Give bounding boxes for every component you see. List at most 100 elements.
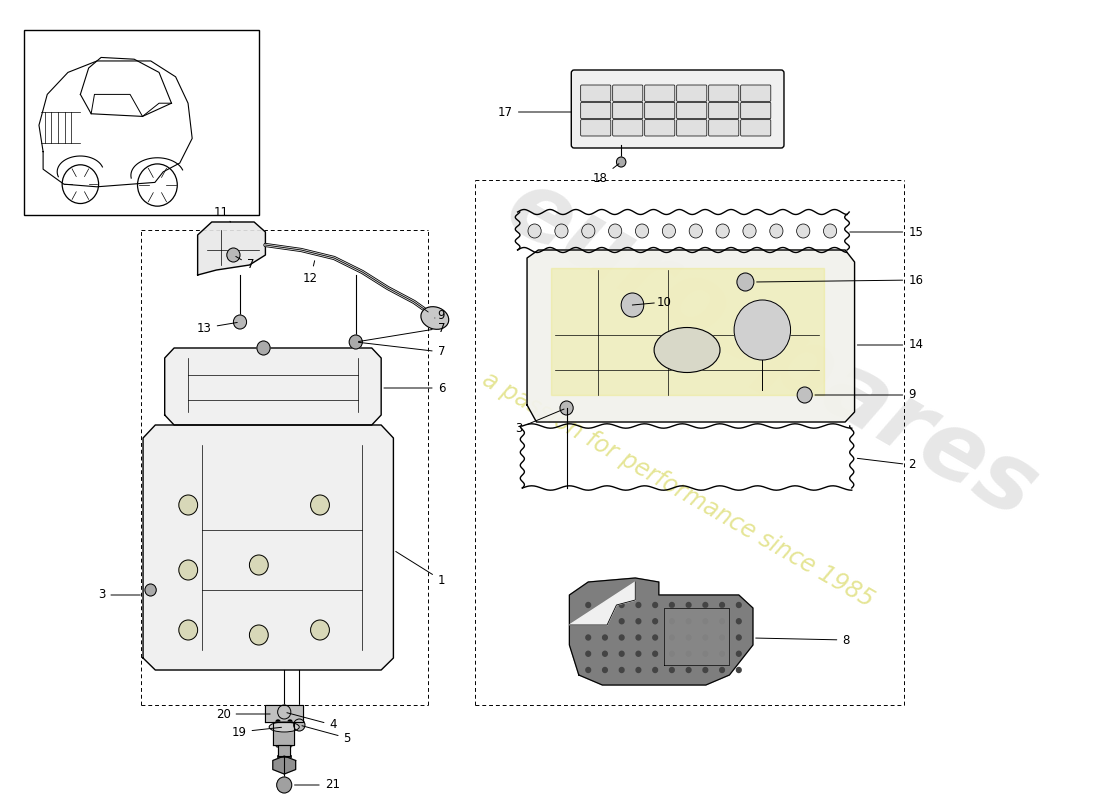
Circle shape <box>686 635 691 640</box>
Circle shape <box>145 584 156 596</box>
Circle shape <box>586 651 591 656</box>
Circle shape <box>277 705 290 719</box>
Circle shape <box>734 300 791 360</box>
FancyBboxPatch shape <box>740 120 771 136</box>
Text: 21: 21 <box>295 778 340 791</box>
Circle shape <box>250 625 268 645</box>
Circle shape <box>703 651 707 656</box>
FancyBboxPatch shape <box>645 102 674 118</box>
Text: 14: 14 <box>857 338 923 351</box>
Circle shape <box>554 224 568 238</box>
Circle shape <box>582 224 595 238</box>
Text: 20: 20 <box>216 707 271 721</box>
Polygon shape <box>570 578 752 685</box>
Circle shape <box>670 667 674 673</box>
Circle shape <box>636 618 641 624</box>
Circle shape <box>636 602 641 607</box>
Circle shape <box>686 651 691 656</box>
Polygon shape <box>198 222 265 275</box>
Circle shape <box>179 620 198 640</box>
FancyBboxPatch shape <box>645 120 674 136</box>
Ellipse shape <box>270 722 299 732</box>
Circle shape <box>636 667 641 673</box>
Polygon shape <box>273 756 296 774</box>
FancyBboxPatch shape <box>708 120 739 136</box>
Circle shape <box>716 224 729 238</box>
Circle shape <box>737 618 741 624</box>
Circle shape <box>737 651 741 656</box>
Polygon shape <box>277 745 290 756</box>
Text: a passion for performance since 1985: a passion for performance since 1985 <box>477 368 878 612</box>
FancyBboxPatch shape <box>740 102 771 118</box>
Circle shape <box>719 602 725 607</box>
Circle shape <box>233 315 246 329</box>
Ellipse shape <box>654 327 720 373</box>
Circle shape <box>670 635 674 640</box>
Circle shape <box>179 560 198 580</box>
Circle shape <box>586 667 591 673</box>
Text: 7: 7 <box>359 322 446 342</box>
Text: 19: 19 <box>232 726 282 738</box>
FancyBboxPatch shape <box>676 102 707 118</box>
Circle shape <box>662 224 675 238</box>
Circle shape <box>277 777 292 793</box>
Circle shape <box>703 618 707 624</box>
Circle shape <box>737 273 754 291</box>
Circle shape <box>616 157 626 167</box>
Text: 16: 16 <box>757 274 923 286</box>
Polygon shape <box>551 268 824 395</box>
Polygon shape <box>265 705 304 722</box>
Circle shape <box>686 667 691 673</box>
Circle shape <box>586 618 591 624</box>
Circle shape <box>619 635 624 640</box>
Ellipse shape <box>421 306 449 330</box>
Circle shape <box>250 555 268 575</box>
Circle shape <box>670 602 674 607</box>
Text: 15: 15 <box>850 226 923 238</box>
Polygon shape <box>570 582 636 625</box>
FancyBboxPatch shape <box>613 85 642 102</box>
Text: 8: 8 <box>756 634 849 646</box>
Circle shape <box>770 224 783 238</box>
FancyBboxPatch shape <box>571 70 784 148</box>
Circle shape <box>652 618 658 624</box>
Text: 10: 10 <box>657 297 672 310</box>
Polygon shape <box>165 348 382 425</box>
Circle shape <box>227 248 240 262</box>
Circle shape <box>636 224 649 238</box>
FancyBboxPatch shape <box>613 102 642 118</box>
Circle shape <box>636 635 641 640</box>
Circle shape <box>703 667 707 673</box>
FancyBboxPatch shape <box>676 85 707 102</box>
Circle shape <box>686 602 691 607</box>
FancyBboxPatch shape <box>581 85 611 102</box>
FancyBboxPatch shape <box>676 120 707 136</box>
Circle shape <box>608 224 622 238</box>
Polygon shape <box>143 425 394 670</box>
Circle shape <box>719 635 725 640</box>
Circle shape <box>619 667 624 673</box>
Circle shape <box>586 635 591 640</box>
Circle shape <box>294 719 305 731</box>
Circle shape <box>349 335 362 349</box>
Circle shape <box>824 224 837 238</box>
Text: 17: 17 <box>498 106 571 118</box>
Polygon shape <box>527 250 855 422</box>
Circle shape <box>670 651 674 656</box>
Circle shape <box>652 651 658 656</box>
FancyBboxPatch shape <box>708 85 739 102</box>
Circle shape <box>742 224 756 238</box>
Circle shape <box>703 635 707 640</box>
FancyBboxPatch shape <box>581 120 611 136</box>
FancyBboxPatch shape <box>740 85 771 102</box>
Circle shape <box>619 651 624 656</box>
Circle shape <box>703 602 707 607</box>
FancyBboxPatch shape <box>581 102 611 118</box>
Text: 3: 3 <box>515 409 564 434</box>
Circle shape <box>737 667 741 673</box>
FancyBboxPatch shape <box>708 102 739 118</box>
Circle shape <box>686 618 691 624</box>
Circle shape <box>670 618 674 624</box>
Circle shape <box>737 602 741 607</box>
Text: 9: 9 <box>815 389 915 402</box>
